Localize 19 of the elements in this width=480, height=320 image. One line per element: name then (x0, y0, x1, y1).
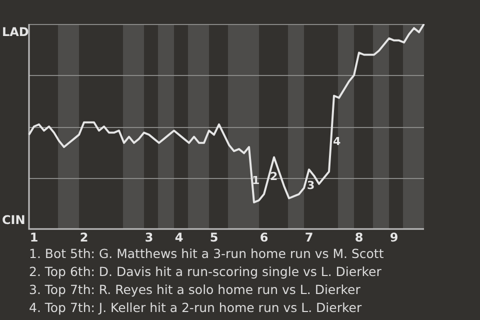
text: 4. Top 7th: J. Keller hit a 2-run home run vs L. Dierker (29, 299, 363, 317)
x-tick-label: 2 (80, 230, 88, 244)
text: 1. Bot 5th: G. Matthews hit a 3-run home run vs M. Scott (29, 245, 384, 263)
annotation: 1 (252, 174, 260, 188)
x-tick-label: 3 (144, 230, 154, 244)
text: LAD (2, 25, 29, 39)
x-tick-label: 4 (174, 230, 184, 244)
x-tick-label: 7 (304, 230, 314, 244)
annotation: 4 (333, 135, 341, 149)
annotation: 2 (270, 170, 278, 184)
x-tick-label: 9 (390, 230, 398, 244)
text: 2. Top 6th: D. Davis hit a run-scoring single vs L. Dierker (29, 263, 382, 281)
text: 3. Top 7th: R. Reyes hit a solo home run vs L. Dierker (29, 281, 362, 299)
x-tick-label: 6 (260, 230, 268, 244)
x-tick-label: 8 (354, 230, 364, 244)
x-tick-label: 5 (210, 230, 218, 244)
annotation: 3 (307, 179, 315, 193)
text: CIN (2, 213, 26, 227)
x-tick-label: 1 (30, 230, 38, 244)
